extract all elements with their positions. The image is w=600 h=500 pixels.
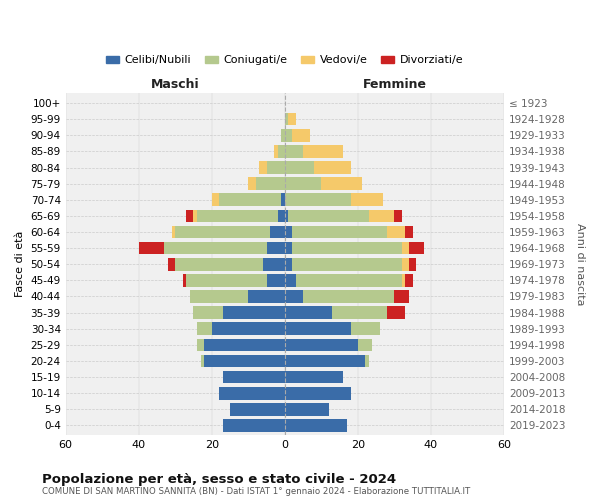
- Bar: [394, 290, 409, 303]
- Bar: [186, 274, 266, 286]
- Bar: [285, 242, 292, 254]
- Bar: [164, 242, 266, 254]
- Bar: [285, 210, 289, 222]
- Bar: [256, 178, 285, 190]
- Bar: [289, 113, 296, 126]
- Bar: [281, 129, 285, 141]
- Bar: [219, 194, 281, 206]
- Bar: [175, 258, 263, 270]
- Bar: [172, 226, 175, 238]
- Bar: [197, 322, 212, 335]
- Bar: [190, 290, 248, 303]
- Bar: [369, 210, 394, 222]
- Bar: [259, 161, 266, 174]
- Text: Popolazione per età, sesso e stato civile - 2024: Popolazione per età, sesso e stato civil…: [42, 472, 396, 486]
- Bar: [409, 258, 416, 270]
- Bar: [223, 419, 285, 432]
- Y-axis label: Fasce di età: Fasce di età: [15, 231, 25, 298]
- Bar: [285, 419, 347, 432]
- Bar: [285, 129, 292, 141]
- Bar: [401, 274, 406, 286]
- Y-axis label: Anni di nascita: Anni di nascita: [575, 223, 585, 306]
- Bar: [223, 306, 285, 319]
- Bar: [285, 113, 289, 126]
- Bar: [401, 258, 409, 270]
- Bar: [266, 161, 285, 174]
- Bar: [401, 242, 409, 254]
- Bar: [248, 290, 285, 303]
- Bar: [285, 306, 332, 319]
- Bar: [292, 129, 310, 141]
- Bar: [168, 258, 175, 270]
- Bar: [285, 403, 329, 415]
- Bar: [292, 242, 401, 254]
- Bar: [278, 145, 285, 158]
- Bar: [350, 194, 383, 206]
- Bar: [406, 226, 413, 238]
- Bar: [212, 194, 219, 206]
- Bar: [193, 210, 197, 222]
- Bar: [285, 258, 292, 270]
- Bar: [292, 258, 401, 270]
- Bar: [285, 371, 343, 384]
- Bar: [197, 338, 205, 351]
- Bar: [263, 258, 285, 270]
- Bar: [409, 242, 424, 254]
- Bar: [332, 306, 387, 319]
- Bar: [201, 354, 205, 368]
- Bar: [285, 387, 350, 400]
- Text: Femmine: Femmine: [362, 78, 427, 91]
- Bar: [365, 354, 369, 368]
- Bar: [248, 178, 256, 190]
- Bar: [285, 290, 303, 303]
- Bar: [285, 322, 350, 335]
- Bar: [270, 226, 285, 238]
- Bar: [205, 338, 285, 351]
- Bar: [278, 210, 285, 222]
- Bar: [281, 194, 285, 206]
- Bar: [266, 274, 285, 286]
- Bar: [285, 274, 296, 286]
- Bar: [175, 226, 270, 238]
- Bar: [285, 338, 358, 351]
- Bar: [230, 403, 285, 415]
- Text: Maschi: Maschi: [151, 78, 200, 91]
- Bar: [182, 274, 186, 286]
- Bar: [274, 145, 278, 158]
- Bar: [289, 210, 369, 222]
- Bar: [387, 306, 406, 319]
- Bar: [285, 178, 322, 190]
- Bar: [285, 354, 365, 368]
- Bar: [387, 226, 406, 238]
- Bar: [303, 290, 394, 303]
- Bar: [212, 322, 285, 335]
- Bar: [285, 161, 314, 174]
- Bar: [406, 274, 413, 286]
- Legend: Celibi/Nubili, Coniugati/e, Vedovi/e, Divorziati/e: Celibi/Nubili, Coniugati/e, Vedovi/e, Di…: [101, 51, 468, 70]
- Bar: [139, 242, 164, 254]
- Bar: [193, 306, 223, 319]
- Bar: [197, 210, 278, 222]
- Bar: [285, 145, 303, 158]
- Bar: [285, 226, 292, 238]
- Bar: [350, 322, 380, 335]
- Bar: [186, 210, 193, 222]
- Bar: [314, 161, 350, 174]
- Bar: [358, 338, 373, 351]
- Bar: [266, 242, 285, 254]
- Bar: [219, 387, 285, 400]
- Bar: [205, 354, 285, 368]
- Bar: [285, 194, 350, 206]
- Bar: [223, 371, 285, 384]
- Bar: [303, 145, 343, 158]
- Bar: [296, 274, 401, 286]
- Bar: [322, 178, 362, 190]
- Text: COMUNE DI SAN MARTINO SANNITA (BN) - Dati ISTAT 1° gennaio 2024 - Elaborazione T: COMUNE DI SAN MARTINO SANNITA (BN) - Dat…: [42, 488, 470, 496]
- Bar: [292, 226, 387, 238]
- Bar: [394, 210, 401, 222]
